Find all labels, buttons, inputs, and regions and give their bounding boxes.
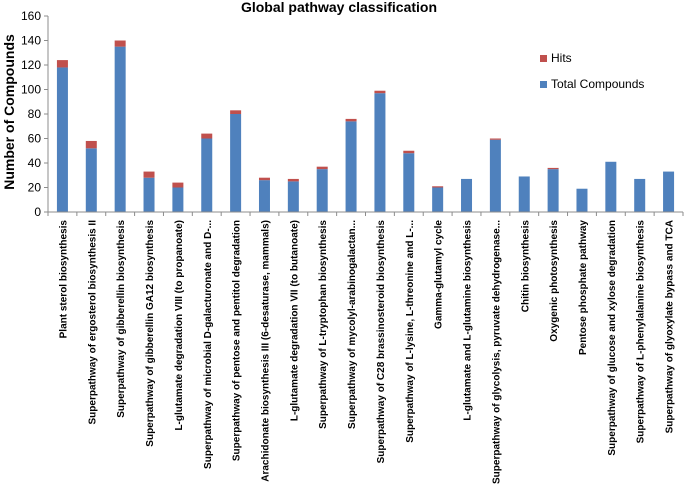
- bar-total-compounds: [345, 121, 357, 212]
- y-tick-label: 100: [21, 83, 41, 97]
- bar-total-compounds: [634, 178, 646, 212]
- x-tick-label: L-glutamate degradation VIII (to propano…: [174, 220, 185, 431]
- bars: [56, 40, 675, 212]
- bar-hits: [201, 133, 213, 139]
- y-tick-label: 60: [28, 132, 42, 146]
- bar-hits: [547, 167, 559, 170]
- y-tick-label: 120: [21, 58, 41, 72]
- y-tick-label: 20: [28, 181, 42, 195]
- x-tick-label: Superpathway of pentose and pentitol deg…: [232, 220, 243, 461]
- bar-hits: [56, 60, 68, 68]
- x-tick-label: Superpathway of glycolysis, pyruvate deh…: [491, 220, 502, 484]
- bar-total-compounds: [258, 180, 270, 212]
- legend-label-total-compounds: Total Compounds: [551, 77, 644, 91]
- bar-total-compounds: [201, 138, 213, 212]
- x-tick-label: Superpathway of mycolyl-arabinogalactan.…: [347, 220, 358, 429]
- bar-hits: [374, 90, 386, 94]
- y-tick-label: 80: [28, 107, 42, 121]
- bar-total-compounds: [287, 181, 299, 212]
- bar-total-compounds: [114, 46, 126, 212]
- bar-hits: [316, 166, 328, 170]
- bar-total-compounds: [663, 171, 675, 212]
- legend-label-hits: Hits: [551, 51, 572, 65]
- x-tick-label: Superpathway of microbial D-galacturonat…: [203, 220, 214, 469]
- x-tick-label: Oxygenic photosynthesis: [549, 220, 560, 342]
- x-tick-label: Pentose phosphate pathway: [578, 220, 589, 355]
- bar-hits: [85, 140, 97, 149]
- x-tick-label: Superpathway of L-tryptophan biosynthesi…: [318, 220, 329, 429]
- y-tick-label: 40: [28, 156, 42, 170]
- bar-hits: [172, 182, 184, 188]
- y-tick-label: 140: [21, 34, 41, 48]
- bar-hits: [230, 110, 242, 114]
- x-axis-ticks: Plant sterol biosynthesis Superpathway of…: [47, 212, 684, 484]
- x-tick-label: Gamma-glutamyl cycle: [434, 220, 445, 329]
- bar-hits: [403, 150, 415, 154]
- bar-total-compounds: [85, 148, 97, 212]
- x-tick-label: Superpathway of C28 brassinosteroid bios…: [376, 220, 387, 464]
- legend: Hits Total Compounds: [540, 51, 644, 91]
- x-tick-label: L-glutamate degradation VII (to butanoat…: [289, 220, 300, 421]
- x-tick-label: Superpathway of gibberellin GA12 biosynt…: [145, 220, 156, 447]
- y-axis-label: Number of Compounds: [1, 34, 17, 190]
- y-tick-label: 0: [34, 205, 41, 219]
- bar-total-compounds: [230, 114, 242, 212]
- bar-total-compounds: [172, 187, 184, 212]
- bar-hits: [489, 138, 501, 140]
- bar-hits: [143, 171, 155, 178]
- chart-title: Global pathway classification: [241, 0, 437, 15]
- bar-total-compounds: [547, 169, 559, 212]
- legend-swatch-hits: [540, 55, 547, 62]
- x-tick-label: Superpathway of glucose and xylose degra…: [607, 220, 618, 456]
- bar-total-compounds: [403, 153, 415, 212]
- bar-total-compounds: [518, 176, 530, 212]
- x-tick-label: Chitin biosynthesis: [520, 220, 531, 313]
- x-tick-label: Superpathway of L-lysine, L-threonine an…: [405, 220, 416, 443]
- bar-total-compounds: [374, 93, 386, 212]
- y-axis-ticks: 0 20 40 60 80 100 120 140 160: [21, 9, 48, 219]
- bar-total-compounds: [576, 188, 588, 212]
- x-tick-label: Arachidonate biosynthesis III (6-desatur…: [260, 220, 271, 482]
- x-tick-label: Plant sterol biosynthesis: [58, 220, 69, 339]
- x-tick-label: L-glutamate and L-glutamine biosynthesis: [463, 220, 474, 421]
- bar-total-compounds: [605, 161, 617, 212]
- x-tick-label: Superpathway of L-phenylalanine biosynth…: [636, 220, 647, 444]
- bar-total-compounds: [489, 139, 501, 212]
- x-tick-label: Superpathway of gibberellin biosynthesis: [116, 220, 127, 418]
- bar-total-compounds: [143, 177, 155, 212]
- y-tick-label: 160: [21, 9, 41, 23]
- bar-total-compounds: [461, 178, 473, 212]
- x-tick-label: Superpathway of glyoxylate bypass and TC…: [665, 220, 676, 433]
- bar-total-compounds: [432, 187, 444, 212]
- legend-swatch-total-compounds: [540, 81, 547, 88]
- bar-total-compounds: [316, 169, 328, 212]
- bar-hits: [432, 186, 444, 188]
- x-tick-label: Superpathway of ergosterol biosynthesis …: [87, 220, 98, 425]
- bar-hits: [345, 118, 357, 122]
- bar-total-compounds: [56, 67, 68, 212]
- bar-hits: [287, 178, 299, 182]
- bar-hits: [258, 177, 270, 181]
- bar-hits: [114, 40, 126, 47]
